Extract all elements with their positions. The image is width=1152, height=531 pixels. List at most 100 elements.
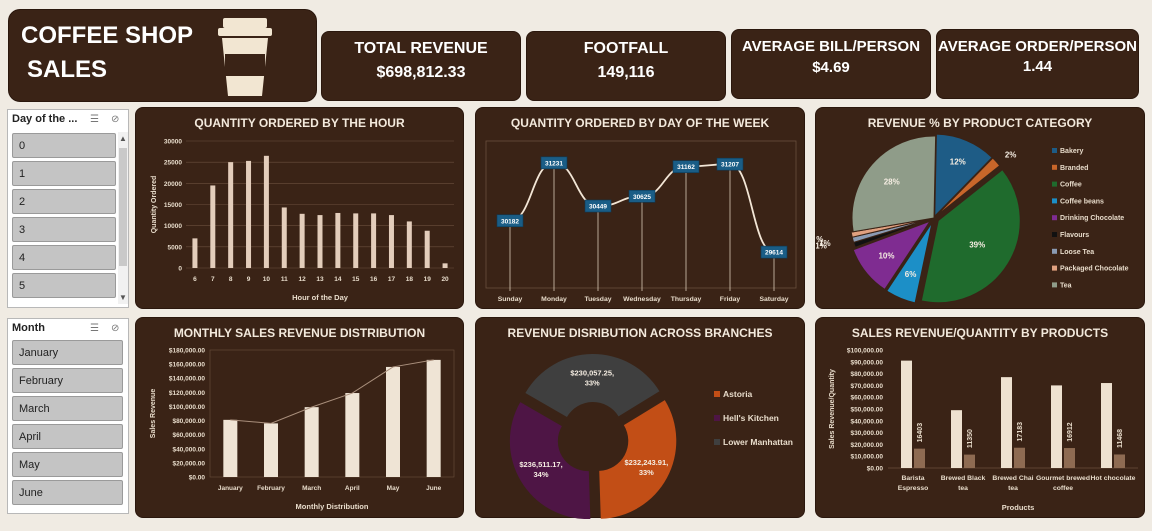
x-tick-label: Tuesday — [584, 296, 611, 303]
x-tick-label: Sunday — [498, 296, 523, 303]
bar — [371, 213, 377, 268]
x-tick-label: 9 — [247, 276, 251, 283]
x-tick-label: tea — [958, 485, 968, 492]
legend-label: Loose Tea — [1060, 249, 1094, 256]
legend-swatch — [1052, 181, 1057, 187]
y-tick-label: $0.00 — [867, 466, 884, 473]
bar — [210, 185, 216, 268]
pie-slice — [920, 168, 1021, 304]
slicer-item[interactable]: 0 — [12, 133, 116, 158]
bar-revenue — [951, 410, 962, 468]
slicer-item[interactable]: February — [12, 368, 123, 393]
slice-label: 1% — [819, 239, 831, 248]
y-tick-label: 15000 — [164, 202, 182, 209]
slice-label: 1% — [816, 235, 823, 244]
x-tick-label: 14 — [334, 276, 342, 283]
day-line-chart: 30182 Sunday 31231 Monday 30449 Tuesday 30625 W… — [485, 140, 797, 303]
y-tick-label: 10000 — [164, 223, 182, 230]
slicer-item[interactable]: January — [12, 340, 123, 365]
panel-revenue-by-branch: REVENUE DISRIBUTION ACROSS BRANCHES $230… — [475, 317, 805, 519]
slicer-item[interactable]: May — [12, 452, 123, 477]
slicer-item[interactable]: June — [12, 480, 123, 505]
y-tick-label: 20000 — [164, 181, 182, 188]
legend-swatch — [714, 415, 720, 421]
y-tick-label: $100,000.00 — [169, 404, 206, 411]
slicer-item[interactable]: 1 — [12, 161, 116, 186]
x-tick-label: Thursday — [671, 296, 702, 303]
kpi-value: $4.69 — [812, 59, 850, 76]
bar-revenue — [1101, 383, 1112, 468]
dashboard-title-line2: SALES — [27, 56, 108, 83]
x-tick-label: April — [345, 485, 360, 492]
bar — [426, 359, 441, 477]
title-tile: COFFEE SHOP SALES — [8, 9, 317, 102]
kpi-average-bill: AVERAGE BILL/PERSON $4.69 — [731, 29, 931, 99]
data-label: 17183 — [1017, 422, 1024, 442]
bar — [424, 230, 430, 268]
y-tick-label: $60,000.00 — [172, 432, 205, 439]
slice-label: $232,243.91, — [624, 458, 668, 467]
y-tick-label: $20,000.00 — [850, 442, 883, 449]
slice-label: 1% — [816, 242, 827, 251]
pie-slice — [886, 222, 933, 304]
bar — [223, 419, 238, 477]
x-tick-label: Gourmet brewed — [1036, 475, 1090, 482]
data-label-box — [496, 214, 524, 228]
bar-revenue — [901, 360, 912, 468]
slicer-item[interactable]: March — [12, 396, 123, 421]
plot-area — [209, 349, 455, 478]
scroll-up-icon[interactable]: ▲ — [119, 134, 127, 143]
slicer-scrollbar[interactable]: ▲ ▼ — [118, 132, 128, 304]
slice-label: 33% — [639, 468, 654, 477]
product-bar-chart: $0.00 $10,000.00 $20,000.00 $30,000.00 $40,0… — [829, 348, 1138, 512]
data-label-box — [760, 245, 788, 259]
chart-title: QUANTITY ORDERED BY DAY OF THE WEEK — [510, 116, 770, 130]
coffee-cup-icon — [218, 18, 272, 96]
clear-filter-icon[interactable]: ⊘ — [111, 323, 120, 334]
x-axis-label: Products — [1002, 503, 1035, 512]
x-axis-label: Hour of the Day — [292, 293, 349, 302]
monthly-bar-chart: $0.00 $20,000.00 $40,000.00 $60,000.00 $80,0… — [150, 348, 455, 511]
legend-swatch — [1052, 215, 1057, 221]
slice-label: 10% — [878, 252, 894, 261]
slicer-item[interactable]: April — [12, 424, 123, 449]
kpi-average-order: AVERAGE ORDER/PERSON 1.44 — [936, 29, 1139, 99]
bar — [304, 407, 319, 477]
bar — [246, 160, 252, 268]
slicer-item[interactable]: 2 — [12, 189, 116, 214]
chart-title: SALES REVENUE/QUANTITY BY PRODUCTS — [851, 326, 1109, 340]
slicer-title: Month — [12, 322, 45, 334]
legend-swatch — [1052, 164, 1057, 170]
x-axis-label: Monthly Distribution — [296, 502, 369, 511]
scroll-thumb[interactable] — [119, 148, 127, 266]
slicer-item[interactable]: 4 — [12, 245, 116, 270]
x-tick-label: coffee — [1053, 485, 1073, 492]
x-tick-label: 11 — [281, 276, 288, 283]
legend-swatch — [1052, 198, 1057, 204]
bar-quantity — [1014, 447, 1025, 468]
chart-title: MONTHLY SALES REVENUE DISTRIBUTION — [173, 326, 426, 340]
scroll-down-icon[interactable]: ▼ — [119, 293, 127, 302]
multi-select-icon[interactable]: ☰ — [90, 114, 99, 125]
data-label: 30182 — [501, 218, 519, 225]
slicer-item[interactable]: 3 — [12, 217, 116, 242]
legend-label: Tea — [1060, 282, 1072, 289]
panel-revenue-by-product: SALES REVENUE/QUANTITY BY PRODUCTS $0.00… — [815, 317, 1145, 518]
dashboard-title-line1: COFFEE SHOP — [21, 22, 194, 49]
legend-swatch — [1052, 265, 1057, 271]
kpi-label: AVERAGE ORDER/PERSON — [938, 38, 1137, 55]
slice-label: $236,511.17, — [519, 460, 562, 469]
data-label: 11350 — [967, 429, 974, 448]
multi-select-icon[interactable]: ☰ — [90, 323, 99, 334]
slice-label: 34% — [534, 470, 549, 479]
data-label-box — [716, 157, 744, 171]
kpi-total-revenue: TOTAL REVENUE $698,812.33 — [321, 31, 521, 101]
x-tick-label: Brewed Chai — [992, 475, 1033, 482]
x-tick-label: Saturday — [759, 296, 788, 303]
panel-quantity-by-hour: QUANTITY ORDERED BY THE HOUR 0 5000 10000 1… — [135, 107, 464, 309]
clear-filter-icon[interactable]: ⊘ — [111, 114, 120, 125]
legend-label: Coffee — [1060, 182, 1082, 189]
slicer-item[interactable]: 5 — [12, 273, 116, 298]
data-label-box — [584, 199, 612, 213]
category-pie-chart: 12%2%39%6%10%1%1%1%28%BakeryBrandedCoffe… — [816, 133, 1129, 304]
